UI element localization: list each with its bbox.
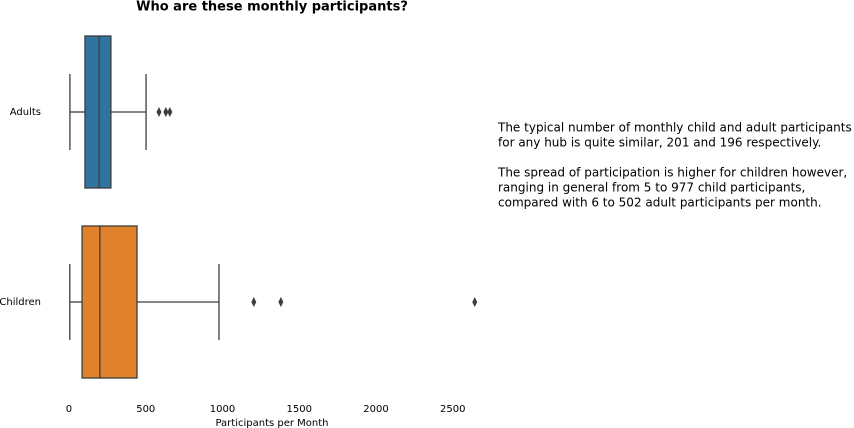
annotation-line: The typical number of monthly child and … [497,121,852,135]
y-tick-label: Adults [10,107,41,118]
annotation-line: for any hub is quite similar, 201 and 19… [498,136,821,150]
outlier [278,297,284,307]
annotation-line: ranging in general from 5 to 977 child p… [498,181,805,195]
x-axis-label: Participants per Month [215,418,328,428]
outlier [251,297,257,307]
x-tick-label: 2000 [363,404,388,415]
x-tick-label: 500 [136,404,155,415]
x-tick-label: 0 [66,404,72,415]
box [84,35,112,189]
outlier [156,107,162,117]
x-tick-label: 2500 [440,404,465,415]
annotation-line: The spread of participation is higher fo… [497,166,847,180]
annotation-line: compared with 6 to 502 adult participant… [498,196,822,210]
box [81,225,138,379]
outlier [167,107,173,117]
outlier [472,297,478,307]
x-tick-label: 1500 [287,404,312,415]
x-tick-label: 1000 [210,404,235,415]
outlier [163,107,169,117]
y-tick-label: Children [0,297,41,308]
chart-title: Who are these monthly participants? [136,0,408,15]
